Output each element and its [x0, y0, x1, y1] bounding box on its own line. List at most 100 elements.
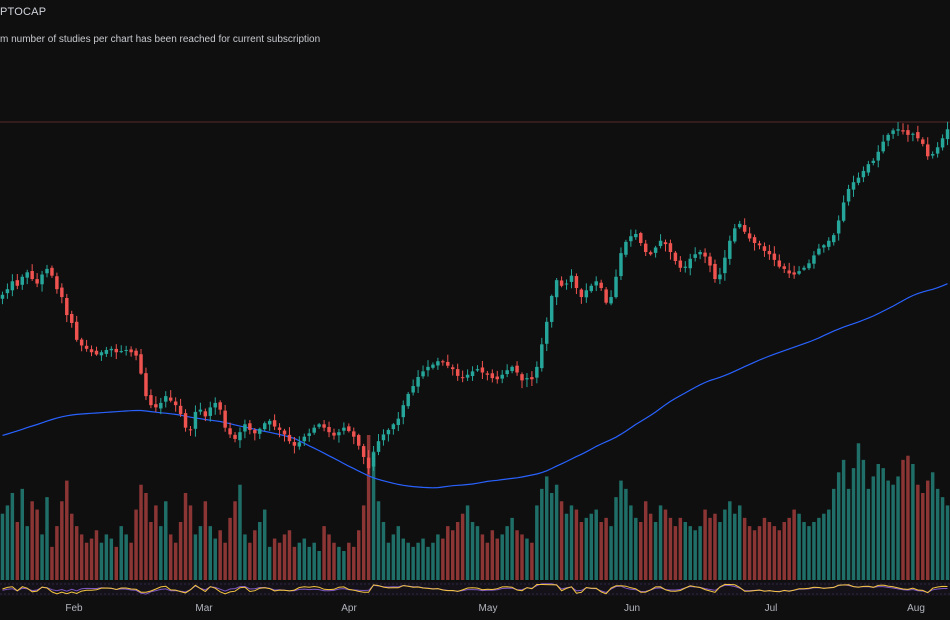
volume-bar — [401, 538, 405, 580]
candle — [742, 218, 747, 234]
candle — [678, 256, 683, 272]
candle — [703, 248, 707, 264]
symbol-title[interactable]: PTOCAP — [0, 6, 47, 18]
candle — [906, 124, 910, 142]
volume-bar — [391, 534, 396, 580]
candle — [634, 229, 638, 240]
volume-bar — [703, 509, 707, 580]
candle — [767, 244, 772, 260]
candle — [426, 360, 430, 377]
candle — [658, 234, 663, 249]
candle — [455, 363, 460, 381]
volume-bar — [737, 505, 742, 580]
volume-bar — [653, 522, 658, 580]
volume-bar — [342, 551, 346, 580]
candle — [451, 364, 455, 376]
volume-bar — [549, 493, 554, 580]
candle — [248, 419, 252, 435]
volume-bar — [267, 546, 272, 580]
moving-average-layer — [2, 283, 948, 489]
candle — [317, 422, 321, 429]
candle — [718, 267, 722, 285]
candle — [208, 401, 213, 422]
volume-bar — [619, 480, 623, 580]
volume-bar — [470, 522, 475, 580]
volume-bar — [15, 522, 20, 580]
candle — [723, 250, 727, 281]
oscillator-background — [0, 582, 950, 596]
candle — [540, 337, 544, 372]
candle — [653, 245, 658, 258]
volume-bar — [40, 534, 44, 580]
candle — [297, 436, 302, 450]
volume-bar — [277, 542, 282, 580]
volume-bar — [134, 509, 138, 580]
volume-bar — [688, 526, 692, 580]
volume-bar — [876, 464, 880, 580]
candle — [698, 249, 702, 260]
candles-layer — [0, 121, 950, 475]
candle — [446, 354, 450, 369]
candle — [159, 397, 163, 415]
candle — [5, 283, 10, 299]
volume-bar — [658, 505, 663, 580]
candle — [940, 134, 945, 151]
candle — [708, 252, 712, 273]
volume-bar — [728, 501, 732, 580]
volume-bar — [168, 534, 173, 580]
candle — [812, 251, 816, 269]
candle — [554, 277, 559, 306]
volume-bar — [396, 526, 401, 580]
oscillator-line-1 — [2, 583, 948, 595]
volume-bar — [495, 538, 499, 580]
candle — [342, 422, 346, 435]
candle — [901, 123, 905, 135]
volume-bar — [579, 522, 584, 580]
candle — [549, 294, 554, 328]
volume-bar — [411, 546, 415, 580]
volume-bar — [455, 522, 460, 580]
candle — [356, 433, 361, 450]
candle — [376, 434, 381, 456]
time-axis-label: Apr — [341, 603, 357, 614]
candle — [545, 317, 549, 352]
candle — [10, 274, 15, 297]
volume-bar — [436, 534, 440, 580]
candle — [827, 237, 831, 251]
candle — [25, 269, 29, 285]
volume-bar — [292, 546, 297, 580]
candle — [935, 142, 940, 158]
volume-bar — [940, 497, 945, 580]
candle — [45, 264, 49, 278]
volume-bar — [624, 488, 628, 580]
candle — [856, 172, 861, 186]
volume-bar — [797, 513, 801, 580]
candle — [515, 361, 519, 376]
volume-bar — [515, 530, 519, 580]
candle — [485, 370, 490, 381]
candle — [178, 398, 183, 417]
volume-bar — [60, 501, 64, 580]
volume-bar — [129, 542, 133, 580]
volume-bar — [460, 513, 465, 580]
volume-bar — [188, 505, 193, 580]
candle — [149, 389, 153, 409]
volume-bar — [500, 534, 504, 580]
candle — [218, 400, 222, 415]
candle — [94, 346, 99, 356]
volume-bar — [723, 509, 727, 580]
volume-bar — [441, 538, 445, 580]
volume-bar — [312, 542, 316, 580]
volume-bar — [84, 542, 89, 580]
candle — [109, 346, 114, 357]
volume-bar — [317, 551, 321, 580]
candle — [505, 364, 509, 378]
volume-bar — [911, 464, 915, 580]
candle — [84, 339, 89, 352]
candle — [559, 276, 564, 288]
candle — [134, 348, 138, 361]
volume-bar — [272, 538, 277, 580]
candle — [574, 273, 579, 295]
